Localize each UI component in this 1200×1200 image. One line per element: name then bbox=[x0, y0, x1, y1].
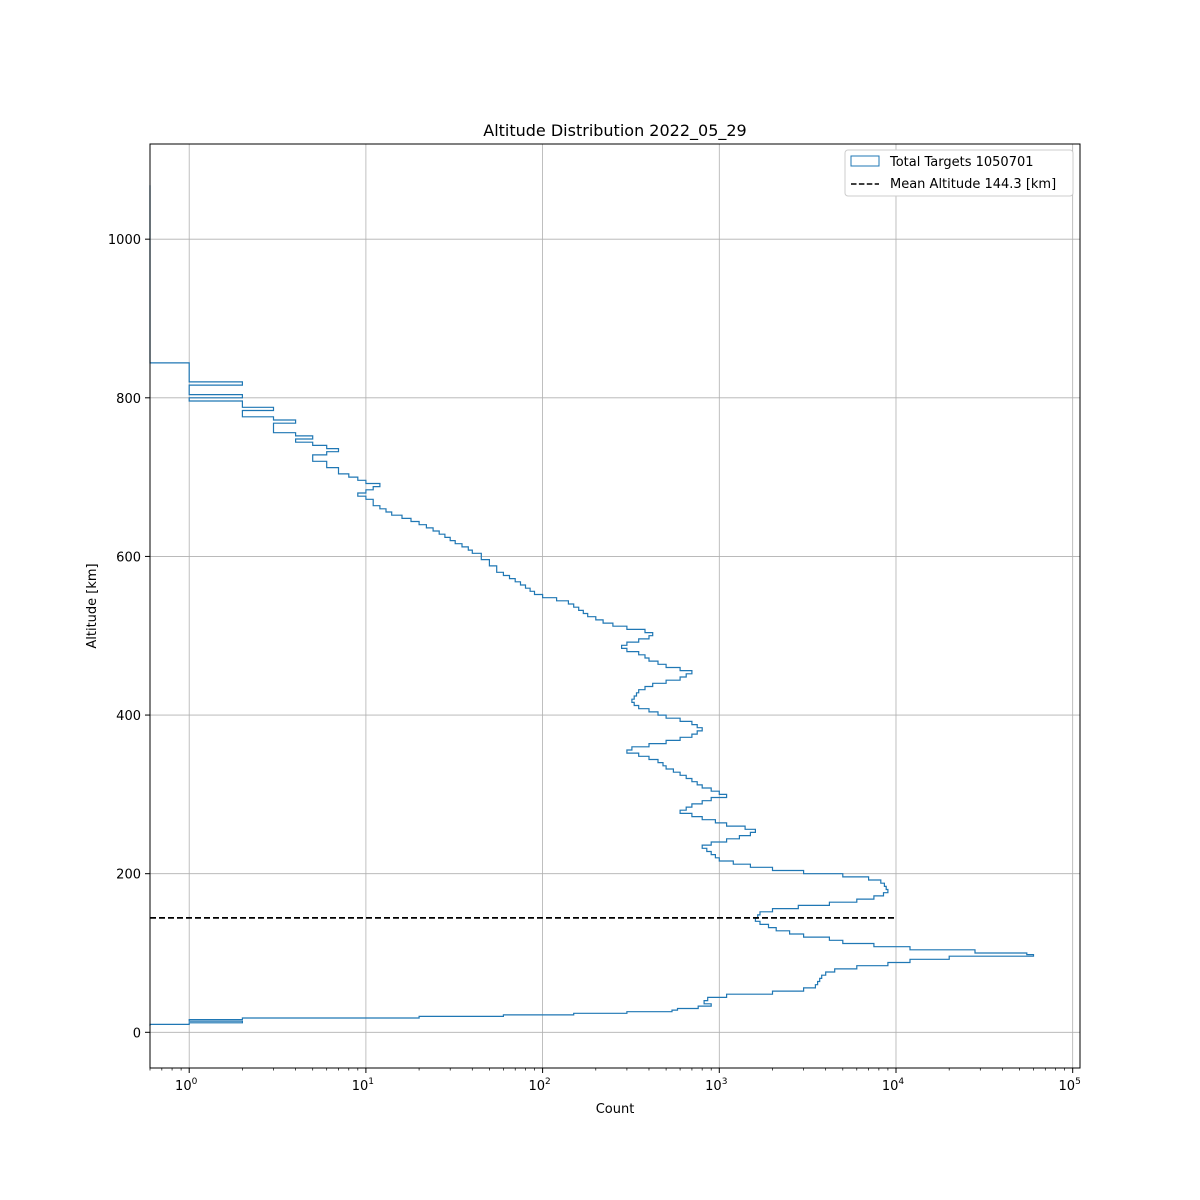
axes-frame bbox=[149, 143, 1081, 1069]
y-tick-label: 800 bbox=[116, 392, 141, 407]
legend: Total Targets 1050701 Mean Altitude 144.… bbox=[844, 149, 1074, 197]
x-axis-label: Count bbox=[596, 1102, 635, 1117]
plot-area bbox=[149, 185, 1035, 1026]
x-axis-ticks: 100 101 102 103 104 105 bbox=[149, 1068, 1081, 1094]
legend-swatch-total-targets bbox=[850, 155, 880, 167]
histogram-step-outline bbox=[149, 185, 1035, 1026]
x-tick-label: 100 bbox=[175, 1077, 198, 1094]
y-axis-label: Altitude [km] bbox=[85, 563, 100, 648]
x-tick-label: 103 bbox=[705, 1077, 727, 1094]
x-tick-label: 104 bbox=[882, 1077, 905, 1094]
y-axis-ticks: 0 200 400 600 800 1000 bbox=[108, 233, 150, 1041]
y-tick-label: 200 bbox=[116, 868, 141, 883]
y-tick-label: 600 bbox=[116, 550, 141, 565]
legend-label-total-targets: Total Targets 1050701 bbox=[889, 155, 1034, 170]
y-tick-label: 0 bbox=[133, 1026, 141, 1041]
axes bbox=[149, 143, 1081, 1069]
x-tick-label: 102 bbox=[528, 1077, 550, 1094]
chart-title: Altitude Distribution 2022_05_29 bbox=[483, 121, 746, 141]
legend-label-mean-altitude: Mean Altitude 144.3 [km] bbox=[890, 177, 1056, 192]
legend-box bbox=[844, 149, 1074, 197]
y-tick-label: 1000 bbox=[108, 233, 141, 248]
x-tick-label: 105 bbox=[1059, 1077, 1081, 1094]
grid-lines bbox=[150, 144, 1080, 1068]
y-tick-label: 400 bbox=[116, 709, 141, 724]
x-tick-label: 101 bbox=[352, 1077, 374, 1094]
